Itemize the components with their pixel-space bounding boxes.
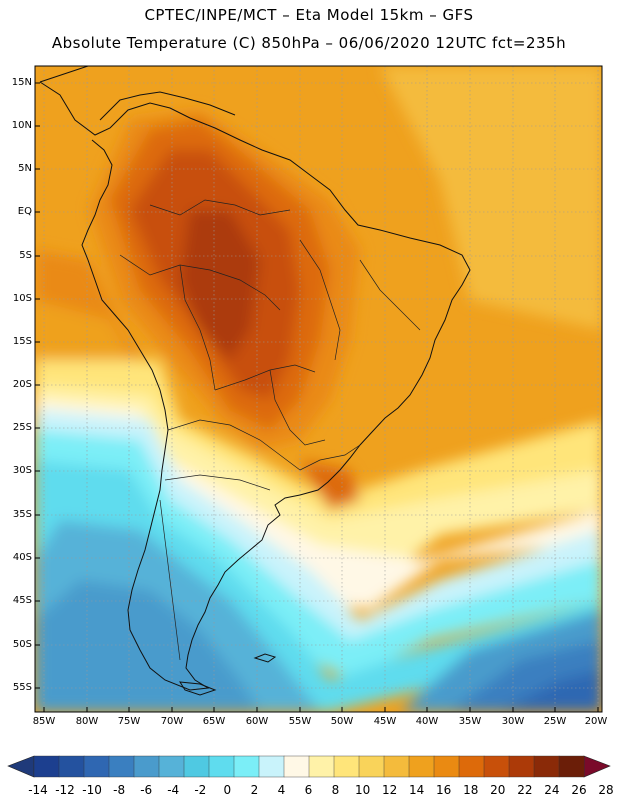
colorbar-label: 0 [223, 783, 232, 797]
colorbar-label: -8 [113, 783, 126, 797]
lon-label: 20W [584, 716, 608, 727]
colorbar-label: 2 [250, 783, 259, 797]
colorbar-label: 28 [598, 783, 614, 797]
colorbar-cell [158, 755, 185, 778]
lat-label: 10S [12, 293, 32, 304]
colorbar-cell [183, 755, 210, 778]
falklands [253, 653, 277, 663]
map-frame [34, 65, 603, 713]
colorbar-label: -4 [167, 783, 180, 797]
colorbar-cell [83, 755, 110, 778]
colorbar-label: 26 [571, 783, 587, 797]
central-america-coast [39, 66, 89, 83]
lat-label: 50S [12, 639, 32, 650]
colorbar-cell [533, 755, 560, 778]
axis-ticks [35, 82, 599, 712]
lon-label: 70W [160, 716, 184, 727]
colorbar-label: -10 [82, 783, 102, 797]
colorbar-cell [133, 755, 160, 778]
title-line-2: Absolute Temperature (C) 850hPa – 06/06/… [51, 34, 567, 52]
temperature-field [35, 66, 602, 712]
colorbar-label: -14 [28, 783, 48, 797]
lat-label: 15N [11, 77, 32, 88]
colorbar-cell [333, 755, 360, 778]
title-line-1: CPTEC/INPE/MCT – Eta Model 15km – GFS [144, 6, 474, 24]
lon-label: 50W [330, 716, 354, 727]
colorbar-cell [433, 755, 460, 778]
lat-label: 15S [12, 336, 32, 347]
colorbar-label: 14 [409, 783, 425, 797]
lat-label: 40S [12, 552, 32, 563]
colorbar-cell [208, 755, 235, 778]
coastlines [39, 66, 471, 696]
colorbar-label: 10 [354, 783, 371, 797]
lon-label: 85W [32, 716, 56, 727]
colorbar-label: 6 [304, 783, 313, 797]
colorbar-max-arrow [583, 755, 611, 778]
lon-label: 40W [415, 716, 439, 727]
colorbar-cell [283, 755, 310, 778]
colorbar-cell [458, 755, 485, 778]
colorbar-label: -2 [194, 783, 207, 797]
lon-label: 75W [117, 716, 141, 727]
lon-label: 55W [288, 716, 312, 727]
country-borders [119, 199, 421, 661]
lat-label: 5N [18, 163, 32, 174]
colorbar-label: 4 [277, 783, 286, 797]
lon-label: 60W [245, 716, 269, 727]
colorbar-cell [358, 755, 385, 778]
colorbar [7, 755, 611, 778]
lon-label: 65W [202, 716, 226, 727]
colorbar-label: -6 [140, 783, 153, 797]
tierra-del-fuego [179, 681, 217, 696]
colorbar-cell [483, 755, 510, 778]
lat-label: 25S [12, 422, 32, 433]
south-america-coast [39, 81, 471, 691]
colorbar-cell [108, 755, 135, 778]
colorbar-cell [58, 755, 85, 778]
colorbar-label: -12 [55, 783, 75, 797]
colorbar-label: 12 [381, 783, 398, 797]
lat-label: 5S [19, 250, 32, 261]
colorbar-cell [408, 755, 435, 778]
colorbar-cells [33, 755, 585, 778]
lat-label: 45S [12, 595, 32, 606]
lat-label: 30S [12, 465, 32, 476]
colorbar-cell [308, 755, 335, 778]
colorbar-cell [233, 755, 260, 778]
colorbar-cell [558, 755, 585, 778]
colorbar-cell [258, 755, 285, 778]
grid-lines [35, 66, 602, 712]
colorbar-cell [33, 755, 60, 778]
colorbar-cell [383, 755, 410, 778]
lon-label: 80W [75, 716, 99, 727]
colorbar-min-arrow [7, 755, 35, 778]
lon-label: 30W [501, 716, 525, 727]
lon-label: 45W [373, 716, 397, 727]
lat-label: 35S [12, 509, 32, 520]
colorbar-label: 18 [463, 783, 479, 797]
colorbar-label: 24 [544, 783, 560, 797]
colorbar-cell [508, 755, 535, 778]
lon-label: 25W [543, 716, 567, 727]
lat-label: 20S [12, 379, 32, 390]
lon-label: 35W [458, 716, 482, 727]
colorbar-label: 8 [331, 783, 340, 797]
lat-label: 55S [12, 682, 32, 693]
lat-label: EQ [17, 206, 32, 217]
caribbean-coast [99, 91, 236, 121]
colorbar-label: 16 [436, 783, 452, 797]
colorbar-label: 22 [517, 783, 533, 797]
lat-label: 10N [11, 120, 32, 131]
colorbar-label: 20 [490, 783, 506, 797]
